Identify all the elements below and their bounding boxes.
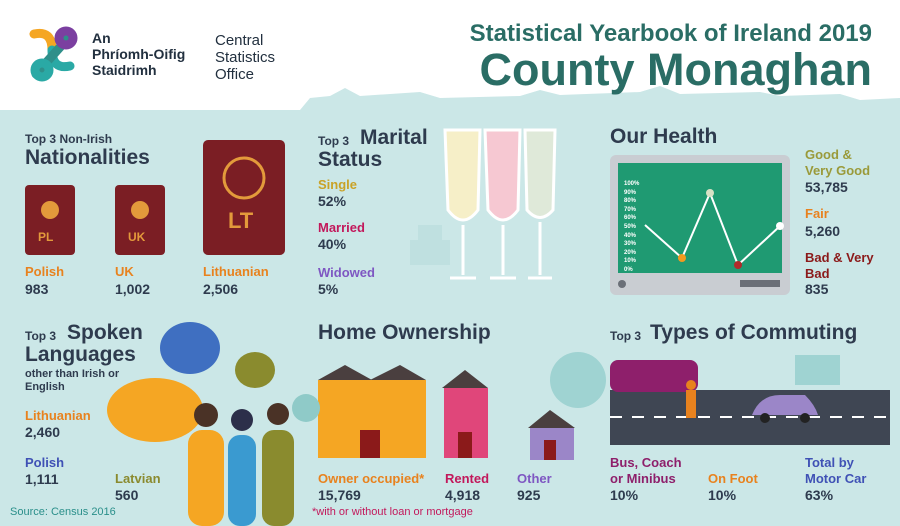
logo-line: Staidrimh — [92, 62, 157, 78]
label: UK — [115, 264, 134, 279]
value: 15,769 — [318, 487, 361, 503]
screen-tick: 40% — [624, 232, 637, 239]
source: Source: Census 2016 — [10, 506, 116, 518]
value: 560 — [115, 487, 139, 503]
value: 835 — [805, 281, 829, 297]
screen-tick: 80% — [624, 198, 637, 205]
screen-tick: 10% — [624, 258, 637, 265]
screen-tick: 100% — [624, 181, 640, 187]
note: other than Irish or English — [25, 368, 120, 393]
screen-tick: 60% — [624, 215, 637, 222]
logo-irish: An Phríomh-Oifig Staidrimh — [92, 30, 185, 78]
badge: LT — [228, 208, 254, 233]
value: 1,111 — [25, 471, 59, 487]
label: Latvian — [115, 471, 161, 486]
label: Married — [318, 220, 365, 235]
logo-english: Central Statistics Office — [215, 32, 275, 83]
subtitle: County Monaghan — [479, 44, 872, 95]
value: 5% — [318, 281, 339, 297]
label: Other — [517, 471, 552, 486]
value: 52% — [318, 193, 347, 209]
label: Lithuanian — [25, 408, 91, 423]
label: Polish — [25, 455, 65, 470]
value: 53,785 — [805, 179, 848, 195]
label: Polish — [25, 264, 65, 279]
heading: Home Ownership — [318, 321, 491, 344]
heading: Types of Commuting — [650, 321, 858, 344]
logo-line: Statistics — [215, 49, 276, 66]
heading: Our Health — [610, 125, 718, 148]
label: Owner occupied* — [318, 471, 425, 486]
badge: PL — [38, 230, 54, 244]
heading: Spoken — [67, 321, 143, 344]
screen-tick: 70% — [624, 206, 637, 213]
heading: Nationalities — [25, 146, 150, 169]
label: Bus, Coach or Minibus — [610, 455, 682, 486]
kicker: Top 3 Non-Irish — [25, 132, 113, 146]
value: 925 — [517, 487, 541, 503]
screen-tick: 20% — [624, 249, 637, 256]
value: 2,506 — [203, 281, 239, 297]
label: Single — [318, 177, 358, 192]
value: 63% — [805, 487, 834, 503]
logo-line: An — [92, 30, 111, 46]
logo-line: Office — [215, 66, 254, 83]
badge: UK — [128, 230, 146, 244]
value: 983 — [25, 281, 49, 297]
label: Bad & Very Bad — [805, 250, 874, 281]
screen-tick: 30% — [624, 241, 637, 248]
value: 4,918 — [445, 487, 481, 503]
label: Fair — [805, 206, 829, 221]
kicker: Top 3 — [25, 329, 57, 343]
kicker: Top 3 — [610, 329, 642, 343]
title: Statistical Yearbook of Ireland 2019 — [469, 20, 872, 47]
heading: Status — [318, 148, 383, 171]
value: 2,460 — [25, 424, 61, 440]
screen-tick: 0% — [624, 266, 633, 273]
logo-line: Phríomh-Oifig — [92, 46, 186, 62]
label: Good & Very Good — [805, 147, 871, 178]
heading: Marital — [360, 126, 428, 149]
label: Widowed — [318, 265, 375, 280]
value: 40% — [318, 236, 347, 252]
screen-ticks: 100% 90% 80% 70% 60% 50% 40% 30% 20% 10% 0% — [624, 180, 639, 275]
label: On Foot — [708, 471, 758, 486]
value: 10% — [708, 487, 737, 503]
screen-tick: 50% — [624, 223, 637, 230]
label: Lithuanian — [203, 264, 269, 279]
value: 5,260 — [805, 223, 841, 239]
label: Total by Motor Car — [805, 455, 867, 486]
footnote: *with or without loan or mortgage — [312, 506, 473, 518]
screen-tick: 90% — [624, 189, 637, 196]
kicker: Top 3 — [318, 134, 350, 148]
heading: Languages — [25, 343, 136, 366]
value: 1,002 — [115, 281, 151, 297]
value: 10% — [610, 487, 639, 503]
logo-line: Central — [215, 32, 264, 49]
label: Rented — [445, 471, 490, 486]
